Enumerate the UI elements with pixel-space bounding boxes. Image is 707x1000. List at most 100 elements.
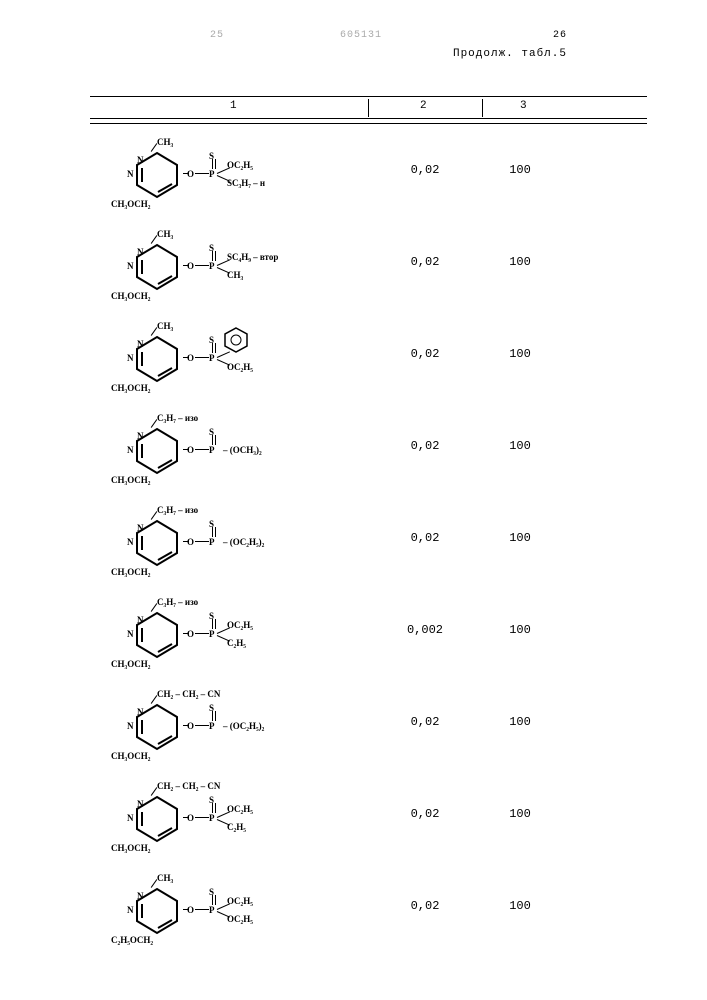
substituent-x: – (OC₂H₅)₂: [223, 537, 264, 547]
atom-p: P: [209, 629, 215, 639]
atom-n1: N: [137, 615, 144, 625]
table-row: NNC₃H₇ – изоCH₃OCH₂OPS– (OCH₃)₂0,02100: [90, 400, 647, 492]
atom-n2: N: [127, 905, 134, 915]
substituent-r1: CH₃: [157, 321, 173, 331]
structure-cell: NNC₃H₇ – изоCH₃OCH₂OPS– (OCH₃)₂: [90, 405, 370, 487]
double-bond-icon: [212, 343, 218, 353]
structure-cell: NNCH₂ – CH₂ – CNCH₃OCH₂OPS– (OC₂H₅)₂: [90, 681, 370, 763]
cell-col2: 0,02: [370, 715, 480, 729]
col-sep-2: [482, 99, 483, 117]
table-body: NNCH₃CH₃OCH₂OPSOC₂H₅SC₃H₇ – н0,02100 NNC…: [90, 124, 647, 952]
cell-col3: 100: [480, 163, 560, 177]
substituent-r2: CH₃OCH₂: [111, 383, 150, 393]
chemical-structure: NNCH₃CH₃OCH₂OPS OC₂H₅: [115, 313, 345, 395]
cell-col2: 0,02: [370, 439, 480, 453]
chemical-structure: NNC₃H₇ – изоCH₃OCH₂OPS– (OC₂H₅)₂: [115, 497, 345, 579]
atom-p: P: [209, 261, 215, 271]
atom-n2: N: [127, 629, 134, 639]
structure-cell: NNCH₂ – CH₂ – CNCH₃OCH₂OPSOC₂H₅C₂H₅: [90, 773, 370, 855]
substituent-x2: OC₂H₅: [227, 362, 253, 372]
cell-col2: 0,002: [370, 623, 480, 637]
linker-o: O: [187, 445, 194, 455]
substituent-x1: OC₂H₅: [227, 160, 253, 170]
double-bond-icon: [212, 895, 218, 905]
table-continuation-label: Продолж. табл.5: [453, 48, 567, 60]
substituent-x2: C₂H₅: [227, 822, 246, 832]
double-bond-icon: [212, 711, 218, 721]
double-bond-icon: [212, 435, 218, 445]
linker-o: O: [187, 905, 194, 915]
cell-col3: 100: [480, 623, 560, 637]
substituent-x: – (OC₂H₅)₂: [223, 721, 264, 731]
atom-n2: N: [127, 169, 134, 179]
cell-col2: 0,02: [370, 531, 480, 545]
atom-n1: N: [137, 799, 144, 809]
substituent-r2: CH₃OCH₂: [111, 199, 150, 209]
atom-p: P: [209, 537, 215, 547]
atom-p: P: [209, 353, 215, 363]
substituent-r2: CH₃OCH₂: [111, 659, 150, 669]
chemical-structure: NNCH₃CH₃OCH₂OPSSC₄H₉ – вторCH₃: [115, 221, 345, 303]
substituent-r2: CH₃OCH₂: [111, 751, 150, 761]
substituent-r1: C₃H₇ – изо: [157, 597, 198, 607]
substituent-r1: CH₃: [157, 137, 173, 147]
atom-p: P: [209, 721, 215, 731]
cell-col3: 100: [480, 899, 560, 913]
substituent-r1: C₃H₇ – изо: [157, 413, 198, 423]
substituent-x2: CH₃: [227, 270, 243, 280]
cell-col2: 0,02: [370, 807, 480, 821]
chemical-structure: NNCH₃CH₃OCH₂OPSOC₂H₅SC₃H₇ – н: [115, 129, 345, 211]
substituent-r1: CH₃: [157, 229, 173, 239]
substituent-x2: OC₂H₅: [227, 914, 253, 924]
col-header-2: 2: [420, 100, 427, 112]
linker-o: O: [187, 629, 194, 639]
atom-p: P: [209, 813, 215, 823]
page-num-right: 26: [553, 30, 567, 41]
substituent-x: – (OCH₃)₂: [223, 445, 262, 455]
cell-col2: 0,02: [370, 163, 480, 177]
substituent-r2: CH₃OCH₂: [111, 567, 150, 577]
substituent-r1: CH₂ – CH₂ – CN: [157, 781, 220, 791]
atom-n1: N: [137, 891, 144, 901]
linker-o: O: [187, 721, 194, 731]
substituent-r1: CH₃: [157, 873, 173, 883]
atom-n2: N: [127, 261, 134, 271]
linker-o: O: [187, 261, 194, 271]
table-row: NNCH₃CH₃OCH₂OPSOC₂H₅SC₃H₇ – н0,02100: [90, 124, 647, 216]
substituent-r1: CH₂ – CH₂ – CN: [157, 689, 220, 699]
chemical-structure: NNCH₂ – CH₂ – CNCH₃OCH₂OPSOC₂H₅C₂H₅: [115, 773, 345, 855]
structure-cell: NNCH₃CH₃OCH₂OPSSC₄H₉ – вторCH₃: [90, 221, 370, 303]
substituent-x1: SC₄H₉ – втор: [227, 252, 278, 262]
table-row: NNC₃H₇ – изоCH₃OCH₂OPS– (OC₂H₅)₂0,02100: [90, 492, 647, 584]
table-header: 1 2 3: [90, 96, 647, 119]
structure-cell: NNCH₃CH₃OCH₂OPS OC₂H₅: [90, 313, 370, 395]
atom-p: P: [209, 445, 215, 455]
page-num-left: 25: [210, 30, 224, 41]
chemical-structure: NNCH₂ – CH₂ – CNCH₃OCH₂OPS– (OC₂H₅)₂: [115, 681, 345, 763]
cell-col3: 100: [480, 715, 560, 729]
table-row: NNCH₂ – CH₂ – CNCH₃OCH₂OPSOC₂H₅C₂H₅0,021…: [90, 768, 647, 860]
linker-o: O: [187, 537, 194, 547]
substituent-x2: C₂H₅: [227, 638, 246, 648]
substituent-r2: CH₃OCH₂: [111, 475, 150, 485]
atom-n1: N: [137, 339, 144, 349]
double-bond-icon: [212, 159, 218, 169]
chemical-structure: NNCH₃C₂H₅OCH₂OPSOC₂H₅OC₂H₅: [115, 865, 345, 947]
atom-n2: N: [127, 445, 134, 455]
atom-n1: N: [137, 707, 144, 717]
col-header-1: 1: [230, 100, 237, 112]
structure-cell: NNCH₃CH₃OCH₂OPSOC₂H₅SC₃H₇ – н: [90, 129, 370, 211]
cell-col2: 0,02: [370, 255, 480, 269]
atom-n1: N: [137, 523, 144, 533]
chemical-structure: NNC₃H₇ – изоCH₃OCH₂OPSOC₂H₅C₂H₅: [115, 589, 345, 671]
cell-col3: 100: [480, 531, 560, 545]
substituent-r2: CH₃OCH₂: [111, 843, 150, 853]
double-bond-icon: [212, 803, 218, 813]
double-bond-icon: [212, 527, 218, 537]
structure-cell: NNC₃H₇ – изоCH₃OCH₂OPS– (OC₂H₅)₂: [90, 497, 370, 579]
cell-col2: 0,02: [370, 899, 480, 913]
atom-n2: N: [127, 353, 134, 363]
linker-o: O: [187, 169, 194, 179]
atom-n1: N: [137, 431, 144, 441]
cell-col3: 100: [480, 347, 560, 361]
